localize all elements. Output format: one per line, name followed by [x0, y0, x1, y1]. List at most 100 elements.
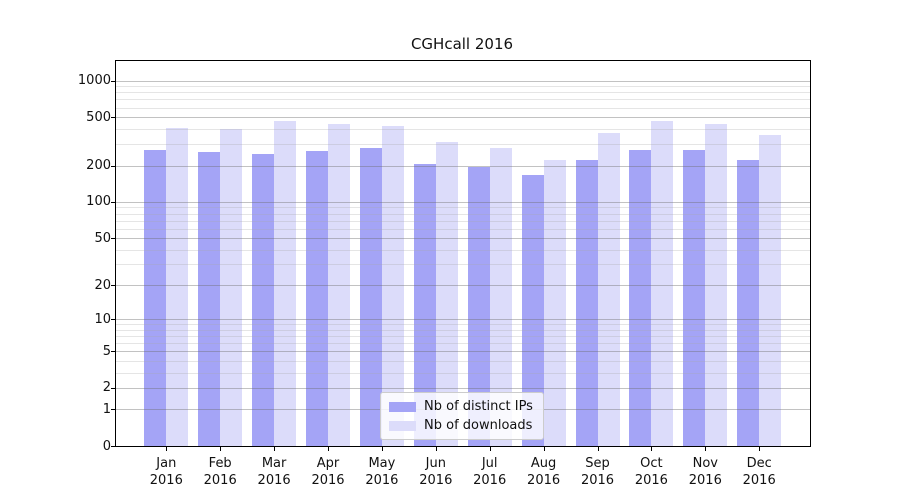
major-gridline: [116, 201, 810, 203]
minor-gridline: [116, 264, 810, 266]
legend-swatch-distinct-ips: [389, 401, 416, 412]
minor-gridline: [116, 329, 810, 331]
x-tick-label: Jan 2016: [136, 455, 196, 489]
y-tick-mark: [111, 319, 115, 321]
x-tick-year: 2016: [580, 473, 615, 488]
x-tick-year: 2016: [634, 473, 668, 488]
x-tick-year: 2016: [688, 473, 722, 488]
x-tick-mark: [543, 447, 545, 451]
minor-gridline: [116, 144, 810, 146]
plot-area: 0 1 2 5 10 20 50 100 200 500 1000 Jan 2016 Feb 2016 Ma…: [78, 60, 811, 488]
legend-entry-distinct-ips: Nb of distinct IPs: [389, 399, 533, 414]
bar-downloads-nov: [705, 123, 728, 446]
y-tick-label: 100: [86, 194, 111, 210]
x-tick-mark: [705, 447, 707, 451]
y-tick-label: 5: [102, 343, 111, 359]
bar-downloads-jun: [435, 141, 458, 446]
y-tick-label: 1000: [77, 73, 111, 88]
x-tick-label: Oct 2016: [621, 455, 681, 489]
minor-gridline: [116, 86, 810, 88]
minor-gridline: [116, 336, 810, 337]
chart-title: CGHcall 2016: [410, 35, 514, 53]
x-tick-month: Jan: [156, 456, 177, 471]
bar-distinct-ips-aug: [521, 174, 544, 446]
x-tick-year: 2016: [742, 473, 776, 488]
x-tick-month: May: [368, 456, 396, 471]
bar-distinct-ips-jul: [467, 166, 490, 446]
major-gridline: [116, 80, 810, 82]
x-tick-label: Feb 2016: [190, 455, 250, 489]
x-tick-month: Jul: [481, 456, 498, 471]
minor-gridline: [116, 207, 810, 209]
minor-gridline: [116, 99, 810, 101]
y-tick-mark: [111, 446, 115, 447]
y-tick-mark: [111, 285, 115, 286]
major-gridline: [116, 238, 810, 239]
major-gridline: [116, 117, 810, 119]
bar-downloads-apr: [328, 123, 350, 446]
bar-downloads-jan: [166, 127, 189, 446]
major-gridline: [116, 319, 810, 321]
y-tick-mark: [111, 387, 115, 389]
x-tick-year: 2016: [365, 473, 399, 488]
y-tick-mark: [111, 165, 115, 167]
x-tick-label: Nov 2016: [675, 455, 735, 489]
bar-downloads-sep: [597, 132, 620, 446]
bar-downloads-aug: [543, 159, 566, 446]
x-tick-mark: [435, 447, 437, 451]
bar-distinct-ips-jan: [144, 149, 167, 446]
x-tick-month: Dec: [746, 456, 772, 471]
x-tick-label: Aug 2016: [514, 455, 574, 489]
major-gridline: [116, 285, 810, 286]
x-tick-month: Jun: [425, 456, 446, 471]
bar-distinct-ips-oct: [629, 149, 652, 446]
y-tick-label: 20: [94, 277, 111, 293]
y-tick-label: 0: [102, 438, 111, 454]
legend-entry-downloads: Nb of downloads: [389, 418, 533, 433]
x-tick-mark: [489, 447, 491, 451]
bar-distinct-ips-jun: [413, 163, 436, 446]
y-tick-mark: [111, 409, 115, 411]
minor-gridline: [116, 107, 810, 109]
bar-distinct-ips-mar: [252, 153, 275, 446]
legend-label-distinct-ips: Nb of distinct IPs: [424, 399, 533, 414]
major-gridline: [116, 351, 810, 353]
x-tick-label: Sep 2016: [568, 455, 628, 489]
y-tick-mark: [111, 201, 115, 203]
bar-downloads-dec: [759, 134, 782, 446]
x-tick-year: 2016: [203, 473, 237, 488]
legend: Nb of distinct IPs Nb of downloads: [380, 392, 544, 440]
y-tick-label: 2: [102, 380, 111, 396]
x-tick-year: 2016: [419, 473, 453, 488]
bar-distinct-ips-sep: [575, 159, 598, 446]
x-tick-month: Oct: [640, 456, 663, 471]
x-tick-mark: [597, 447, 599, 451]
x-tick-mark: [220, 447, 222, 451]
x-tick-label: Jul 2016: [460, 455, 520, 489]
minor-gridline: [116, 220, 810, 222]
x-tick-month: Aug: [530, 456, 557, 471]
y-tick-label: 200: [86, 158, 111, 173]
bar-distinct-ips-feb: [198, 151, 221, 446]
x-tick-label: Dec 2016: [729, 455, 789, 489]
x-tick-month: Mar: [261, 456, 287, 471]
x-tick-year: 2016: [473, 473, 507, 488]
x-tick-label: May 2016: [352, 455, 412, 489]
bar-distinct-ips-dec: [737, 159, 760, 446]
y-tick-mark: [111, 117, 115, 119]
legend-label-downloads: Nb of downloads: [424, 418, 533, 433]
x-tick-month: Apr: [316, 456, 340, 471]
x-tick-year: 2016: [311, 473, 345, 488]
bar-downloads-jul: [489, 147, 512, 446]
minor-gridline: [116, 324, 810, 326]
x-tick-mark: [328, 447, 329, 451]
minor-gridline: [116, 92, 810, 94]
bar-distinct-ips-nov: [683, 149, 706, 446]
x-tick-month: Sep: [585, 456, 610, 471]
x-tick-year: 2016: [527, 473, 561, 488]
x-tick-mark: [381, 447, 383, 451]
minor-gridline: [116, 249, 810, 251]
minor-gridline: [116, 228, 810, 230]
x-tick-mark: [274, 447, 276, 451]
